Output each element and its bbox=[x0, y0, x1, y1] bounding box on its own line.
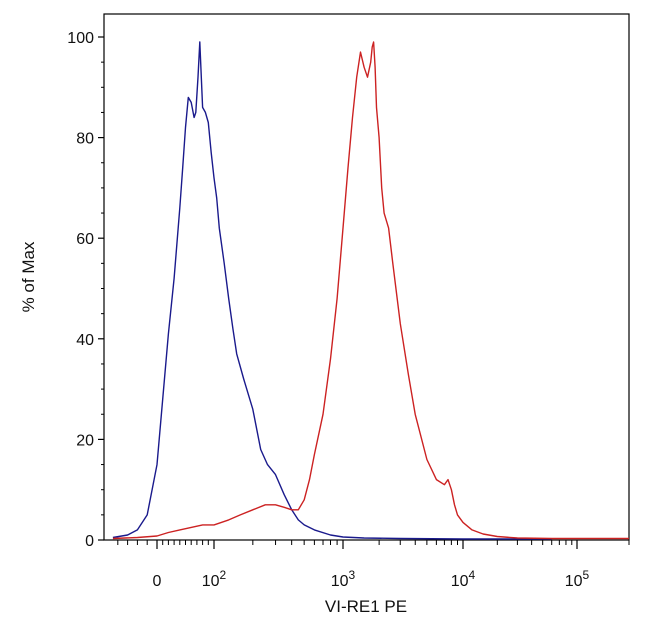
x-tick-label: 102 bbox=[202, 568, 227, 590]
x-tick-label: 0 bbox=[153, 573, 162, 590]
x-axis-minor-ticks bbox=[117, 540, 630, 545]
y-tick-label: 100 bbox=[67, 30, 94, 47]
series-line-1 bbox=[112, 41, 552, 540]
x-tick-label: 104 bbox=[451, 568, 476, 590]
y-axis: 0 20 40 60 80 100 bbox=[67, 30, 104, 550]
series-layer bbox=[112, 41, 629, 540]
y-tick-label: 80 bbox=[76, 131, 94, 148]
y-tick-label: 0 bbox=[85, 533, 94, 550]
x-tick-label: 105 bbox=[565, 568, 590, 590]
y-axis-title: % of Max bbox=[19, 241, 38, 312]
x-tick-label: 103 bbox=[331, 568, 356, 590]
plot-area bbox=[103, 13, 630, 541]
x-axis: 0 102 103 104 105 bbox=[153, 540, 590, 590]
y-tick-label: 20 bbox=[76, 432, 94, 449]
series-line-2 bbox=[112, 41, 629, 540]
x-axis-title: VI-RE1 PE bbox=[325, 597, 407, 616]
y-tick-label: 40 bbox=[76, 332, 94, 349]
y-tick-label: 60 bbox=[76, 231, 94, 248]
